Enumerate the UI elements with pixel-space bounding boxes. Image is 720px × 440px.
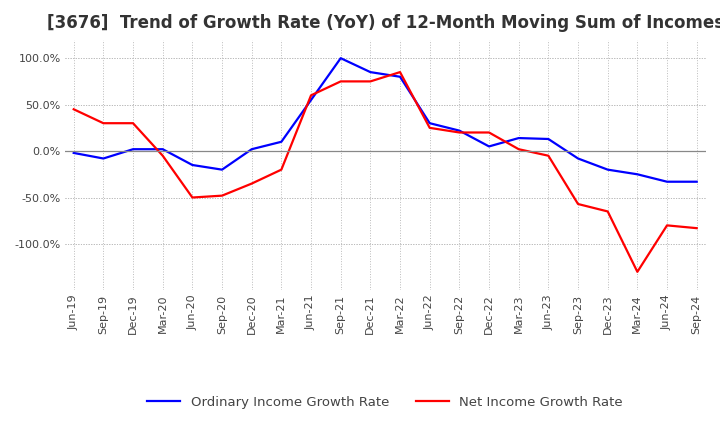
Ordinary Income Growth Rate	[277, 139, 286, 144]
Net Income Growth Rate	[662, 223, 671, 228]
Ordinary Income Growth Rate	[396, 74, 405, 79]
Ordinary Income Growth Rate	[129, 147, 138, 152]
Net Income Growth Rate	[217, 193, 226, 198]
Net Income Growth Rate	[693, 226, 701, 231]
Ordinary Income Growth Rate	[544, 136, 553, 142]
Net Income Growth Rate	[426, 125, 434, 131]
Ordinary Income Growth Rate	[158, 147, 167, 152]
Net Income Growth Rate	[158, 153, 167, 158]
Net Income Growth Rate	[336, 79, 345, 84]
Net Income Growth Rate	[69, 106, 78, 112]
Ordinary Income Growth Rate	[69, 150, 78, 156]
Ordinary Income Growth Rate	[366, 70, 374, 75]
Ordinary Income Growth Rate	[455, 128, 464, 133]
Net Income Growth Rate	[307, 93, 315, 98]
Ordinary Income Growth Rate	[574, 156, 582, 161]
Ordinary Income Growth Rate	[426, 121, 434, 126]
Ordinary Income Growth Rate	[603, 167, 612, 172]
Net Income Growth Rate	[366, 79, 374, 84]
Net Income Growth Rate	[574, 202, 582, 207]
Ordinary Income Growth Rate	[662, 179, 671, 184]
Line: Net Income Growth Rate: Net Income Growth Rate	[73, 72, 697, 272]
Ordinary Income Growth Rate	[514, 136, 523, 141]
Ordinary Income Growth Rate	[248, 147, 256, 152]
Net Income Growth Rate	[277, 167, 286, 172]
Line: Ordinary Income Growth Rate: Ordinary Income Growth Rate	[73, 58, 697, 182]
Net Income Growth Rate	[544, 153, 553, 158]
Net Income Growth Rate	[485, 130, 493, 135]
Net Income Growth Rate	[514, 147, 523, 152]
Net Income Growth Rate	[129, 121, 138, 126]
Title: [3676]  Trend of Growth Rate (YoY) of 12-Month Moving Sum of Incomes: [3676] Trend of Growth Rate (YoY) of 12-…	[47, 15, 720, 33]
Ordinary Income Growth Rate	[485, 144, 493, 149]
Ordinary Income Growth Rate	[693, 179, 701, 184]
Ordinary Income Growth Rate	[217, 167, 226, 172]
Ordinary Income Growth Rate	[188, 162, 197, 168]
Net Income Growth Rate	[248, 181, 256, 186]
Net Income Growth Rate	[396, 70, 405, 75]
Ordinary Income Growth Rate	[336, 55, 345, 61]
Net Income Growth Rate	[603, 209, 612, 214]
Ordinary Income Growth Rate	[307, 97, 315, 103]
Legend: Ordinary Income Growth Rate, Net Income Growth Rate: Ordinary Income Growth Rate, Net Income …	[142, 391, 629, 414]
Net Income Growth Rate	[99, 121, 108, 126]
Ordinary Income Growth Rate	[99, 156, 108, 161]
Ordinary Income Growth Rate	[633, 172, 642, 177]
Net Income Growth Rate	[455, 130, 464, 135]
Net Income Growth Rate	[633, 269, 642, 275]
Net Income Growth Rate	[188, 195, 197, 200]
